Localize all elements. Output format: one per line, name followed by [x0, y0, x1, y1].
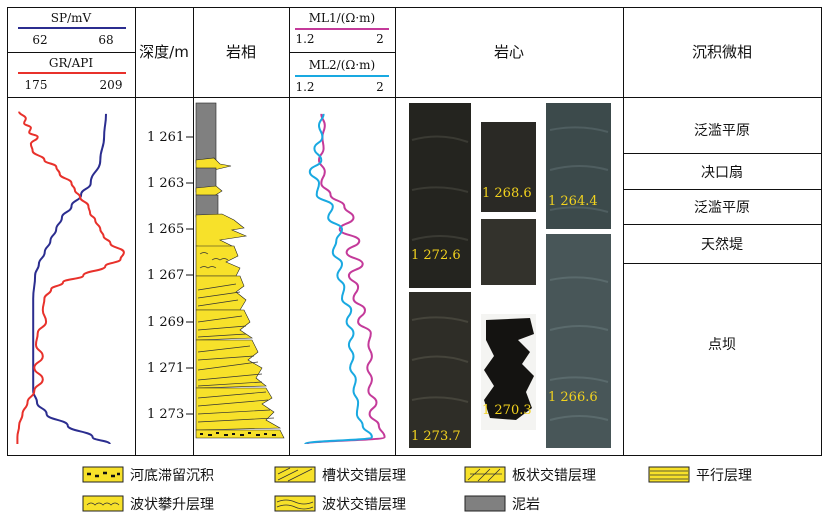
core-photo [409, 292, 471, 448]
depth-tick: 1 267 [147, 268, 184, 283]
gr-curve [16, 111, 125, 444]
legend-label: 槽状交错层理 [322, 467, 406, 484]
core-photos: 1 272.6 1 273.7 1 268.6 1 270.3 1 264.4 … [409, 103, 611, 448]
depth-tick: 1 263 [147, 176, 184, 191]
depth-axis: 1 261 1 263 1 265 1 267 1 269 1 271 1 27… [147, 130, 193, 422]
core-photo [481, 219, 536, 285]
legend-item-wavy-cross: 波状交错层理 [274, 495, 406, 513]
ml2-min: 1.2 [295, 80, 314, 94]
legend-label: 波状攀升层理 [130, 497, 214, 513]
gr-title: GR/API [49, 56, 93, 70]
legend-swatch-lines [86, 502, 120, 506]
ml1-title: ML1/(Ω·m) [309, 11, 375, 25]
climbing-ripple-bed [195, 245, 241, 277]
ml2-max: 2 [376, 80, 384, 94]
facies-label: 天然堤 [701, 236, 743, 253]
trough-lines [197, 315, 247, 338]
depth-tick: 1 269 [147, 315, 184, 330]
core-depth-label: 1 273.7 [411, 429, 461, 444]
ml1-min: 1.2 [295, 32, 314, 46]
legend-swatch-lines [467, 468, 502, 482]
core-fragments [484, 318, 534, 420]
core-texture [549, 276, 609, 421]
facies-label: 泛滥平原 [694, 200, 750, 216]
lithofacies-header: 岩相 [226, 43, 256, 61]
mudstone-bed [195, 102, 217, 164]
legend-swatch [648, 466, 690, 483]
depth-tick: 1 265 [147, 222, 184, 237]
core-header: 岩心 [494, 43, 524, 61]
sp-min: 62 [32, 33, 47, 47]
trough-lines [197, 345, 263, 387]
legend-item-mudstone: 泥岩 [464, 495, 540, 513]
legend-swatch [82, 495, 124, 512]
core-texture [411, 316, 469, 403]
ml1-max: 2 [376, 32, 384, 46]
legend-label: 波状交错层理 [322, 496, 406, 513]
sand-bed [195, 213, 248, 249]
core-depth-label: 1 268.6 [482, 186, 532, 201]
facies-label: 决口扇 [701, 165, 743, 181]
mudstone-bed [195, 194, 219, 218]
header-sp-gr: SP/mV 62 68 GR/API 175 209 [18, 11, 126, 92]
legend-item-climbing-ripple: 波状攀升层理 [82, 495, 214, 513]
core-depth-label: 1 272.6 [411, 248, 461, 263]
log-curves [16, 111, 386, 445]
facies-label: 泛滥平原 [694, 123, 750, 139]
facies-column: 泛滥平原 决口扇 泛滥平原 天然堤 点坝 [694, 123, 750, 353]
trough-lines [197, 283, 241, 307]
depth-header: 深度/m [139, 43, 189, 61]
ml2-title: ML2/(Ω·m) [309, 58, 375, 72]
legend-swatch-pebbles [87, 471, 120, 478]
facies-dividers [623, 153, 822, 264]
core-photo [409, 103, 471, 288]
core-photo [546, 234, 611, 448]
sp-curve [32, 113, 111, 445]
legend-item-planar: 板状交错层理 [464, 466, 596, 484]
ml2-curve [304, 113, 373, 445]
table-frame [7, 7, 822, 456]
trough-cross-bed [195, 387, 282, 431]
legend-label: 泥岩 [512, 497, 540, 513]
core-depth-label: 1 264.4 [548, 194, 598, 209]
facies-label: 点坝 [708, 337, 736, 353]
legend-swatch [82, 466, 124, 483]
legend-item-parallel: 平行层理 [648, 466, 752, 484]
gr-max: 209 [100, 78, 123, 92]
depth-tick: 1 271 [147, 361, 184, 376]
legend-item-basal-lag: 河底滞留沉积 [82, 466, 214, 484]
sand-bed [195, 185, 223, 197]
core-depth-label: 1 266.6 [548, 390, 598, 405]
depth-tick: 1 273 [147, 407, 184, 422]
legend-label: 平行层理 [696, 468, 752, 484]
legend-swatch-lines [277, 467, 313, 482]
legend-label: 板状交错层理 [512, 467, 596, 484]
lag-pebbles [200, 432, 276, 436]
lithology-column [195, 102, 285, 439]
legend-item-trough: 槽状交错层理 [274, 466, 406, 484]
legend: 河底滞留沉积 槽状交错层理 板状交错层理 平行层理 波状攀升层理 波状交错层理 [82, 466, 752, 513]
depth-tick: 1 261 [147, 130, 184, 145]
gr-min: 175 [25, 78, 48, 92]
trough-lines [197, 391, 275, 423]
legend-swatch [274, 466, 316, 483]
facies-header: 沉积微相 [692, 43, 752, 61]
legend-swatch-lines [276, 499, 314, 510]
core-depth-label: 1 270.3 [482, 403, 532, 418]
sp-max: 68 [98, 33, 113, 47]
ml1-curve [306, 113, 386, 445]
core-photo [481, 122, 536, 212]
climbing-ripple-marks [199, 252, 229, 269]
sp-title: SP/mV [51, 11, 92, 25]
core-texture [549, 126, 609, 213]
legend-swatch-lines [650, 470, 688, 480]
header-ml: ML1/(Ω·m) 1.2 2 ML2/(Ω·m) 1.2 2 [295, 11, 389, 94]
trough-cross-bed [195, 339, 267, 389]
legend-swatch [464, 495, 506, 512]
legend-label: 河底滞留沉积 [130, 468, 214, 484]
core-texture [411, 135, 469, 241]
